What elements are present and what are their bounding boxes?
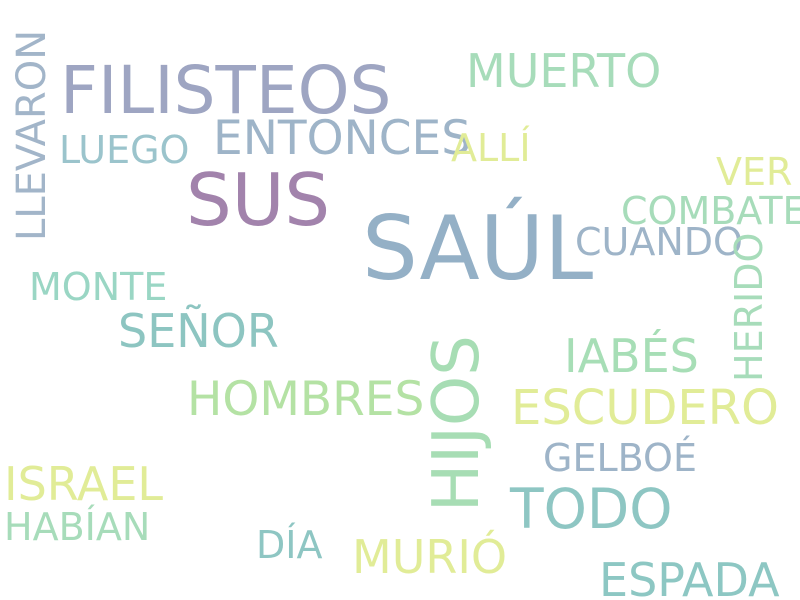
word-espada: ESPADA [599,553,780,600]
word-hombres: HOMBRES [187,372,425,427]
word-filisteos: FILISTEOS [60,52,392,129]
word-iabes: IABÉS [564,329,699,383]
word-muerto: MUERTO [466,44,662,98]
word-todo: TODO [510,477,673,541]
word-ver: VER [716,150,793,194]
word-israel: ISRAEL [4,457,164,511]
word-combate: COMBATE [621,189,800,233]
word-gelboe: GELBOÉ [543,436,697,480]
word-llevaron: LLEVARON [9,29,55,241]
word-cuando: CUANDO [575,220,743,264]
word-hijos: HIJOS [420,335,494,512]
word-saul: SAÚL [362,197,594,300]
word-habian: HABÍAN [4,505,151,549]
word-dia: DÍA [256,523,323,567]
word-murio: MURIÓ [352,530,508,584]
word-sus: SUS [186,158,331,242]
word-alli: ALLÍ [451,126,531,170]
word-monte: MONTE [29,265,168,309]
word-escudero: ESCUDERO [511,380,779,436]
word-herido: HERIDO [727,232,771,382]
word-senor: SEÑOR [118,304,279,358]
word-luego: LUEGO [59,128,190,172]
word-entonces: ENTONCES [213,111,472,166]
